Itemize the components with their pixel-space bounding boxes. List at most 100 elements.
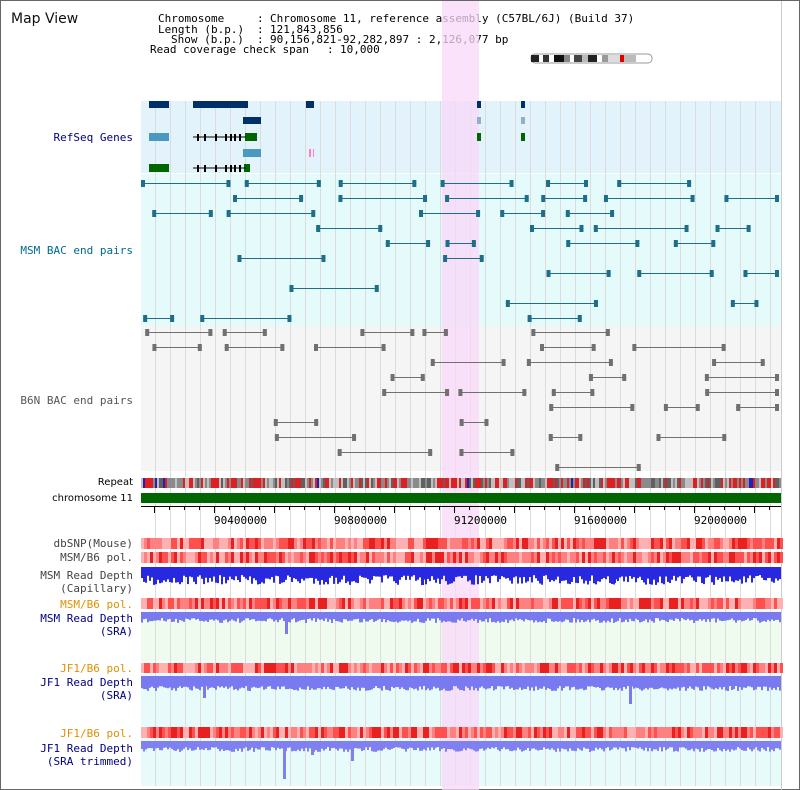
jf1-depth-sra-bar bbox=[261, 676, 263, 687]
msm-b6-pol2-heat bbox=[717, 598, 720, 609]
repeat-segment bbox=[473, 478, 475, 488]
msm-b6-pol-heat bbox=[249, 552, 252, 563]
msm-b6-pol2-heat bbox=[651, 598, 654, 609]
jf1-b6-pol-heat bbox=[615, 663, 618, 673]
jf1-depth-trim-bar bbox=[759, 741, 761, 752]
dbsnp-heat bbox=[441, 538, 444, 549]
jf1-b6-pol-heat bbox=[417, 663, 420, 673]
msm-depth-sra-bar bbox=[437, 612, 439, 619]
msm-b6-pol2-heat bbox=[750, 598, 753, 609]
dbsnp-heat bbox=[738, 538, 741, 549]
msm-depth-sra-bar bbox=[221, 612, 223, 623]
msm-b6-pol-heat bbox=[207, 552, 210, 563]
track-label-b6n-bac[interactable]: B6N BAC end pairs bbox=[20, 394, 133, 407]
track-label-jf1-depth-sra[interactable]: JF1 Read Depth (SRA) bbox=[40, 676, 133, 702]
track-label-msm-b6-pol-2[interactable]: MSM/B6 pol. bbox=[60, 598, 133, 611]
msm-depth-sra-bar bbox=[149, 612, 151, 621]
track-label-jf1-b6-pol-2[interactable]: JF1/B6 pol. bbox=[60, 727, 133, 740]
msm-b6-pol2-heat bbox=[684, 598, 687, 609]
msm-depth-sra-bar bbox=[333, 612, 335, 620]
repeat-segment bbox=[723, 478, 725, 488]
track-label-msm-depth-capillary[interactable]: MSM Read Depth (Capillary) bbox=[40, 569, 133, 595]
msm-bac-pair-end bbox=[226, 180, 231, 187]
jf1-depth-sra-bar bbox=[549, 676, 551, 690]
msm-depth-cap-bar bbox=[393, 567, 395, 582]
jf1-depth-trim-bar bbox=[151, 741, 153, 749]
jf1-depth-trim-bar bbox=[205, 741, 207, 749]
msm-b6-pol-heat bbox=[282, 552, 285, 563]
msm-b6-pol-heat bbox=[264, 552, 267, 563]
msm-depth-sra-bar bbox=[559, 612, 561, 622]
jf1-depth-trim-bar bbox=[695, 741, 697, 749]
jf1-depth-trim-bar bbox=[523, 741, 525, 751]
msm-bac-pair-end bbox=[709, 270, 714, 277]
dbsnp-heat bbox=[729, 538, 732, 549]
jf1-depth-sra-bar bbox=[693, 676, 695, 690]
repeat-segment bbox=[753, 478, 755, 488]
msm-depth-cap-bar bbox=[649, 567, 651, 585]
jf1-depth-sra-bar bbox=[165, 676, 167, 688]
repeat-segment bbox=[467, 478, 469, 488]
jf1-depth-trim-bar bbox=[343, 741, 345, 752]
msm-depth-cap-bar bbox=[729, 567, 731, 577]
track-label-refseq[interactable]: RefSeq Genes bbox=[53, 131, 133, 144]
msm-b6-pol-heat bbox=[744, 552, 747, 563]
jf1-depth-trim-bar bbox=[673, 741, 675, 752]
jf1-depth-trim-bar bbox=[741, 741, 743, 751]
repeat-segment bbox=[163, 478, 165, 488]
repeat-segment bbox=[215, 478, 217, 488]
repeat-segment bbox=[507, 478, 509, 488]
jf1-depth-sra-bar bbox=[153, 676, 155, 689]
b6n-bac-pair-end bbox=[152, 344, 157, 351]
msm-b6-pol-heat bbox=[288, 552, 291, 563]
repeat-segment bbox=[425, 478, 427, 488]
msm-depth-sra-bar bbox=[565, 612, 567, 620]
dbsnp-heat bbox=[477, 538, 480, 549]
dbsnp-heat bbox=[147, 538, 150, 549]
track-label-msm-bac[interactable]: MSM BAC end pairs bbox=[20, 244, 133, 257]
dbsnp-heat bbox=[561, 538, 564, 549]
msm-b6-pol2-heat bbox=[585, 598, 588, 609]
jf1-depth-sra-bar bbox=[281, 676, 283, 687]
msm-depth-sra-bar bbox=[417, 612, 419, 619]
msm-b6-pol-heat bbox=[564, 552, 567, 563]
msm-b6-pol2-heat bbox=[315, 598, 318, 609]
jf1-depth-trim-bar bbox=[481, 741, 483, 749]
msm-depth-cap-bar bbox=[433, 567, 435, 580]
jf1-depth-sra-bar bbox=[757, 676, 759, 687]
jf1-depth-trim-bar bbox=[421, 741, 423, 751]
msm-depth-sra-bar bbox=[383, 612, 385, 620]
track-label-msm-depth-sra[interactable]: MSM Read Depth (SRA) bbox=[40, 612, 133, 638]
jf1-depth-trim-bar bbox=[677, 741, 679, 752]
msm-depth-sra-bar bbox=[735, 612, 737, 623]
msm-b6-pol2-heat bbox=[693, 598, 696, 609]
jf1-depth-sra-bar bbox=[661, 676, 663, 688]
repeat-segment bbox=[445, 478, 447, 488]
jf1-depth-trim-bar bbox=[511, 741, 513, 752]
msm-depth-cap-bar bbox=[683, 567, 685, 579]
msm-b6-pol-heat bbox=[504, 552, 507, 563]
msm-b6-pol-heat bbox=[738, 552, 741, 563]
jf1-depth-trim-bar bbox=[255, 741, 257, 749]
repeat-segment bbox=[583, 478, 585, 488]
b6n-bac-pair-end bbox=[422, 329, 427, 336]
axis-tick-label: 91600000 bbox=[574, 514, 627, 527]
jf1-b6-pol-heat bbox=[732, 663, 735, 673]
repeat-segment bbox=[185, 478, 187, 488]
jf1-depth-trim-bar bbox=[159, 741, 161, 751]
jf1-depth-trim-bar bbox=[417, 741, 419, 748]
dbsnp-heat bbox=[474, 538, 477, 549]
msm-b6-pol2-heat bbox=[384, 598, 387, 609]
track-label-msm-b6-pol[interactable]: MSM/B6 pol. bbox=[60, 551, 133, 564]
jf1-depth-trim-bar bbox=[575, 741, 577, 752]
msm-depth-cap-bar bbox=[653, 567, 655, 580]
msm-b6-pol2-heat bbox=[378, 598, 381, 609]
msm-depth-sra-bar bbox=[303, 612, 305, 620]
jf1-depth-trim-bar bbox=[289, 741, 291, 748]
track-label-jf1-b6-pol[interactable]: JF1/B6 pol. bbox=[60, 662, 133, 675]
msm-depth-cap-bar bbox=[333, 567, 335, 584]
track-label-jf1-depth-trimmed[interactable]: JF1 Read Depth (SRA trimmed) bbox=[40, 742, 133, 768]
msm-depth-sra-bar bbox=[393, 612, 395, 623]
track-label-dbsnp[interactable]: dbSNP(Mouse) bbox=[53, 537, 133, 550]
